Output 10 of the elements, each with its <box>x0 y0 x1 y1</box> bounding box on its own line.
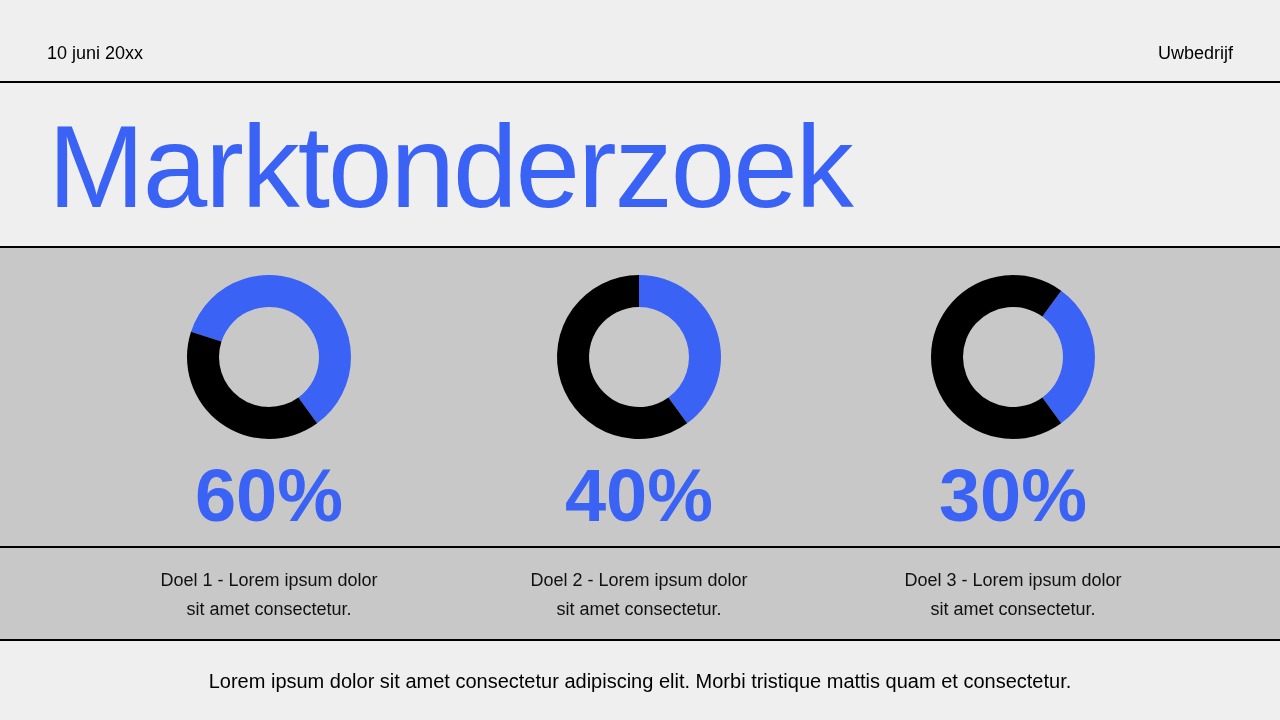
data-label: 30% <box>938 453 1088 537</box>
text: Lorem ipsum dolor sit amet consectetur adipiscing elit. Morbi tristique mattis quam et consectetur. <box>207 670 1073 693</box>
text: Doel 2 - Lorem ipsum dolor sit amet consectetur. <box>529 569 749 621</box>
text: Doel 3 - Lorem ipsum dolor sit amet consectetur. <box>903 569 1123 621</box>
text: 10 juni 20xx <box>47 43 144 64</box>
text: Marktonderzoek <box>48 101 852 234</box>
data-label: 60% <box>194 453 344 537</box>
text: Uwbedrijf <box>1157 43 1233 64</box>
text: Doel 1 - Lorem ipsum dolor sit amet consectetur. <box>159 569 379 621</box>
data-label: 40% <box>564 453 714 537</box>
